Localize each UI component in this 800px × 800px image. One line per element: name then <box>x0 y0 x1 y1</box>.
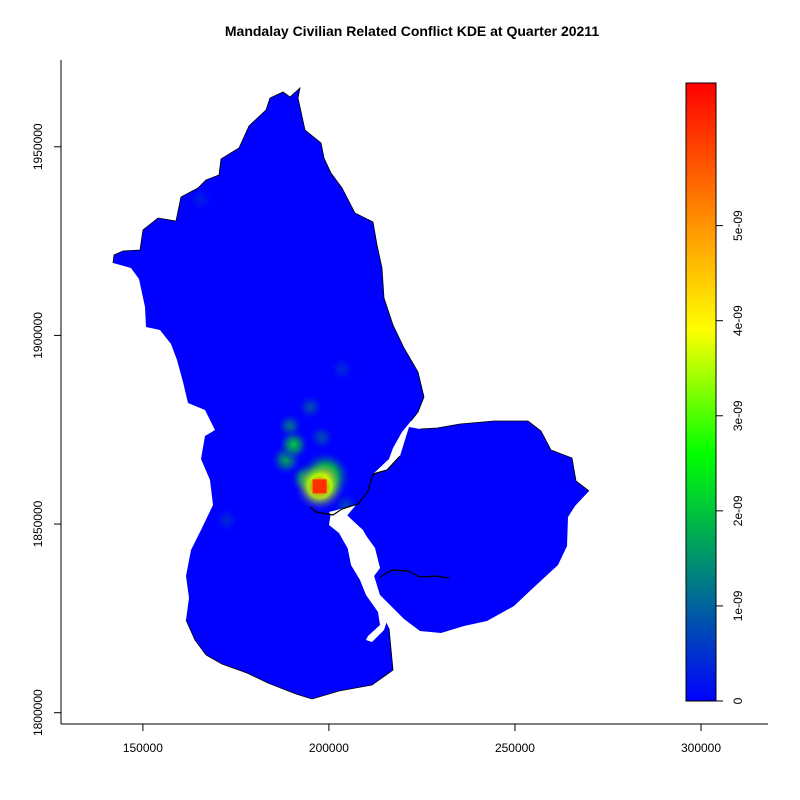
legend-tick-label: 4e-09 <box>731 305 745 336</box>
x-tick-label: 250000 <box>495 741 535 755</box>
kde-hotspot <box>277 428 310 461</box>
legend-tick-label: 5e-09 <box>731 210 745 241</box>
y-tick-label: 1950000 <box>31 123 45 170</box>
kde-hotspot <box>213 507 240 534</box>
kde-peak-cell <box>312 479 327 494</box>
kde-hotspots <box>187 186 359 534</box>
kde-hotspot <box>187 186 214 213</box>
color-legend: 0 1e-09 2e-09 3e-09 4e-09 5e-09 <box>685 82 745 704</box>
kde-hotspot <box>308 424 335 451</box>
inner-boundary-line <box>309 455 401 516</box>
region-map <box>112 86 590 700</box>
x-tick-label: 300000 <box>681 741 721 755</box>
x-tick-label: 200000 <box>309 741 349 755</box>
region-boundary-south <box>185 619 394 700</box>
legend-tick-label: 1e-09 <box>731 590 745 621</box>
inner-boundary-line-2 <box>379 569 450 579</box>
region-boundary-west <box>112 86 425 422</box>
y-tick-label: 1800000 <box>31 689 45 736</box>
y-tick-label: 1900000 <box>31 312 45 359</box>
kde-hotspot <box>297 394 324 421</box>
legend-tick-label: 2e-09 <box>731 495 745 526</box>
legend-tick-label: 0 <box>731 697 745 704</box>
region-boundary-east <box>419 420 590 492</box>
x-tick-label: 150000 <box>123 741 163 755</box>
kde-hotspot <box>328 356 355 383</box>
y-tick-label: 1850000 <box>31 500 45 547</box>
legend-tick-label: 3e-09 <box>731 400 745 431</box>
axes: 150000 200000 250000 300000 1800000 1850000 1… <box>31 60 768 755</box>
river-channel <box>329 509 390 642</box>
legend-color-bar <box>685 82 717 702</box>
chart-title: Mandalay Civilian Related Conflict KDE a… <box>225 23 599 39</box>
region-fill <box>113 88 589 699</box>
